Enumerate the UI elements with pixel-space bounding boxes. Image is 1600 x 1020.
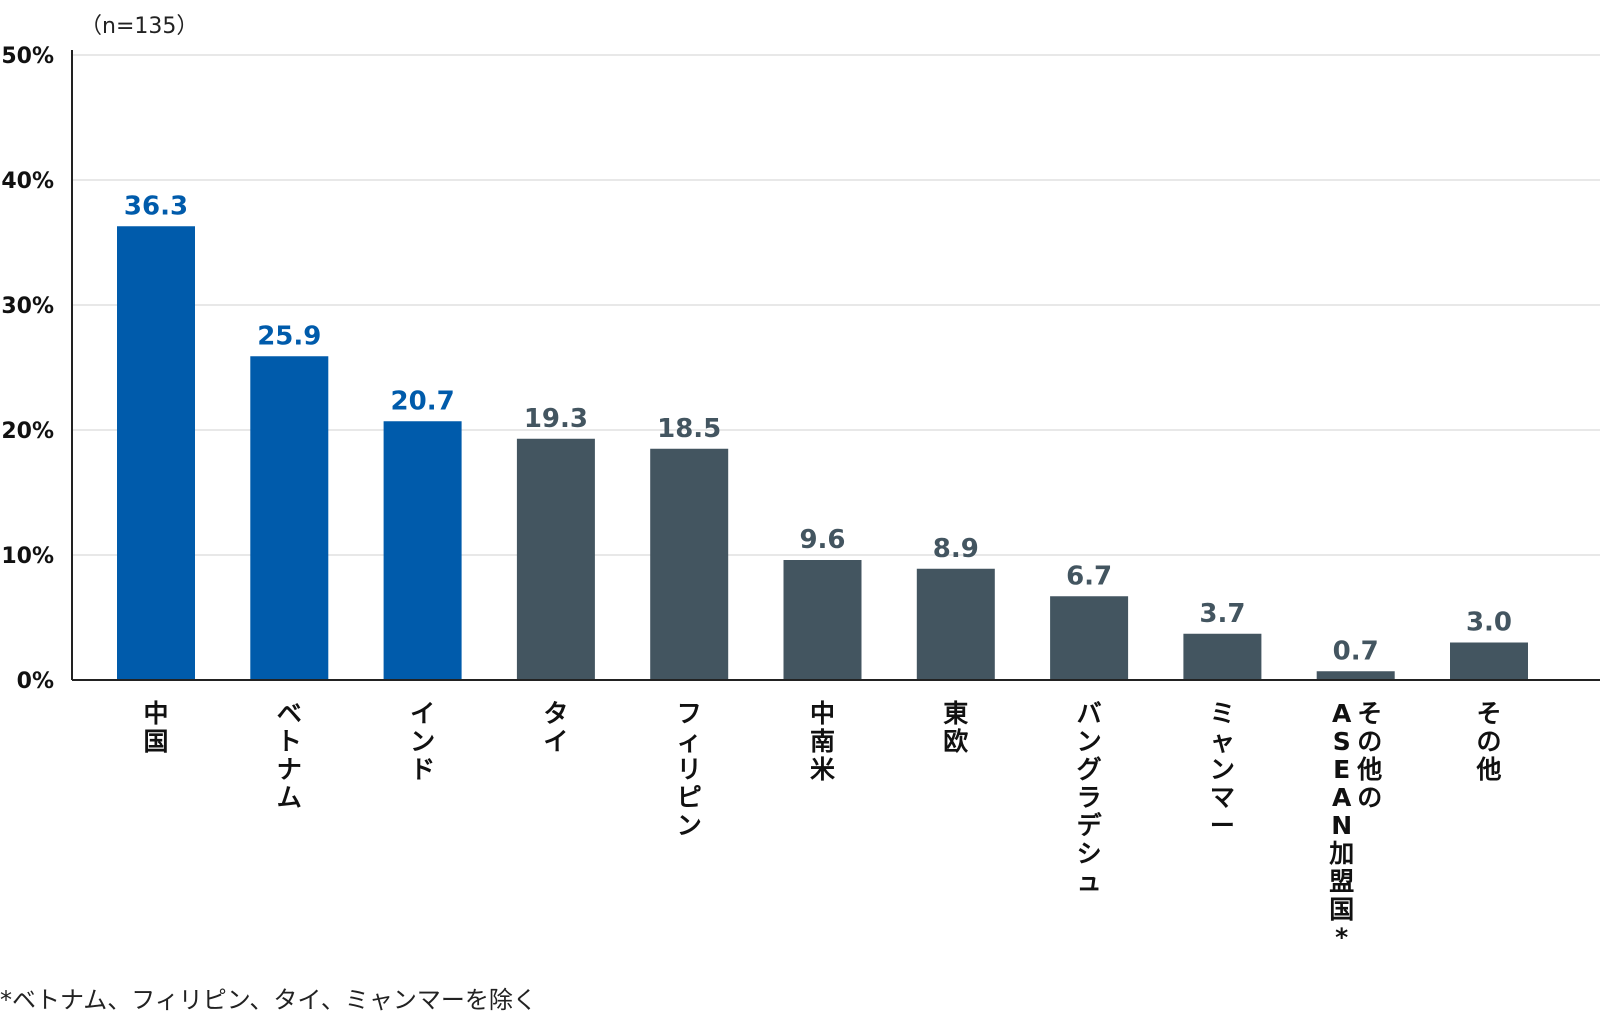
category-label-column: タイ [543,699,568,756]
category-label-column: その他 [1475,699,1501,784]
bar [1183,633,1262,680]
bar-value-label: 25.9 [257,321,321,351]
bar [250,356,329,680]
bar-value-label: 0.7 [1333,636,1379,666]
y-tick-label: 30% [1,294,54,319]
y-tick-label: 50% [1,44,54,69]
bar-value-label: 3.7 [1199,599,1245,629]
bar-value-label: 9.6 [799,525,845,555]
bar [516,438,595,680]
category-label-column: フィリピン [677,699,702,840]
bar [783,560,862,680]
bar [1050,596,1129,680]
category-label-column: バングラデシュ [1077,699,1103,896]
bar-value-label: 36.3 [124,191,188,221]
category-label: バングラデシュ [1077,699,1103,896]
bar-value-label: 6.7 [1066,561,1112,591]
bar-value-label: 19.3 [524,404,588,434]
category-label: その他 [1475,699,1501,784]
labels: 0% 10% 20% 30% 40% 50% 36.3 中国 25.9 ベトナム 20.7 インド 19… [1,44,1512,952]
bar [916,568,995,680]
bar-value-label: 3.0 [1466,608,1512,638]
bar-value-label: 18.5 [657,414,721,444]
sample-size-note: （n=135） [80,14,199,39]
category-label-column: その他の [1356,699,1382,812]
bar [650,448,729,680]
y-tick-label: 0% [17,669,54,694]
axes [71,50,1600,681]
category-label: 東欧 [943,699,968,756]
footnote: *ベトナム、フィリピン、タイ、ミャンマーを除く [0,986,537,1014]
category-label: インド [410,699,435,784]
category-label-column: ベトナム [277,699,302,812]
y-tick-label: 40% [1,169,54,194]
bars [117,226,1528,680]
category-label: ベトナム [277,699,302,812]
category-label: 中南米 [810,699,836,784]
category-label-column: インド [410,699,435,784]
category-label-column: ミャンマー [1210,699,1235,840]
category-label-column: 東欧 [943,699,968,756]
category-label: フィリピン [677,699,702,840]
bar [1450,642,1528,680]
bar-value-label: 20.7 [391,386,455,416]
y-tick-label: 20% [1,419,54,444]
bar [383,421,462,680]
category-label: 中国 [143,699,168,756]
category-label: タイ [543,699,568,756]
category-label-column: 中国 [143,699,168,756]
category-label: ミャンマー [1210,699,1235,840]
bar [117,226,195,680]
y-tick-label: 10% [1,544,54,569]
bar [1316,671,1395,680]
bar-value-label: 8.9 [933,534,979,564]
category-label-column: A S E A N 加盟国* [1328,699,1354,952]
category-label-column: 中南米 [810,699,836,784]
